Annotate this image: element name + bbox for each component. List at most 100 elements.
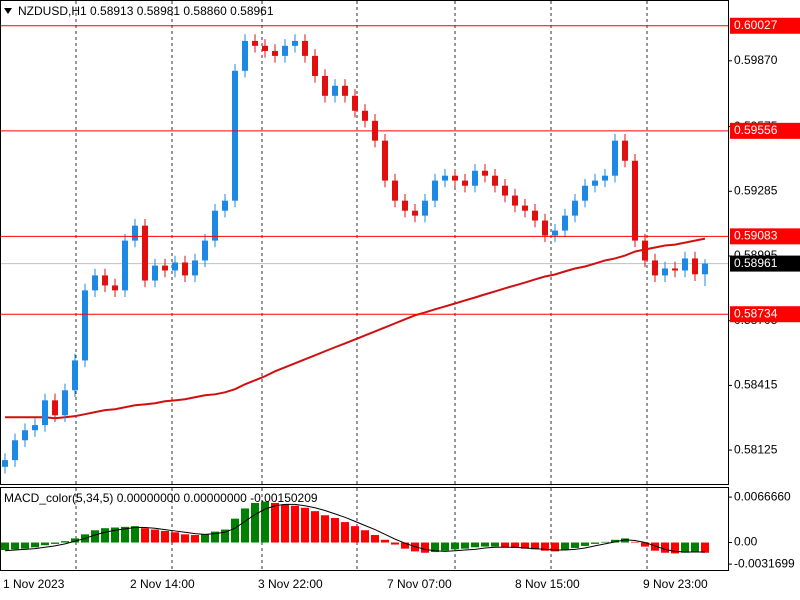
macd-bar: [51, 542, 59, 544]
macd-bar: [481, 542, 489, 547]
candle-body: [392, 180, 398, 201]
price-panel-frame: [0, 0, 729, 485]
candle-body: [342, 85, 348, 96]
macd-bar: [261, 501, 269, 543]
macd-bar: [271, 502, 279, 543]
candle-body: [542, 220, 548, 236]
macd-bar: [311, 511, 319, 543]
candle-body: [462, 180, 468, 186]
candle-body: [582, 185, 588, 201]
candle-body: [212, 210, 218, 241]
x-tick-label: 8 Nov 15:00: [515, 577, 580, 591]
macd-bar: [341, 522, 349, 543]
macd-bar: [41, 542, 49, 546]
x-tick-label: 7 Nov 07:00: [387, 577, 452, 591]
candle-body: [112, 285, 118, 291]
candle-body: [612, 140, 618, 176]
candle-body: [282, 45, 288, 56]
macd-bar: [521, 542, 529, 549]
x-tick-label: 2 Nov 14:00: [130, 577, 195, 591]
macd-bar: [201, 534, 209, 543]
level-label: 0.59556: [734, 123, 778, 137]
macd-bar: [361, 530, 369, 543]
macd-bar: [661, 542, 669, 553]
macd-bar: [651, 542, 659, 551]
macd-bar: [31, 542, 39, 548]
candle-body: [102, 275, 108, 286]
macd-bar: [111, 527, 119, 543]
candle-body: [142, 225, 148, 281]
macd-bar: [461, 542, 469, 549]
candle-body: [442, 175, 448, 181]
candle-body: [512, 195, 518, 206]
candle-body: [52, 400, 58, 416]
y-tick-label: 0.0066660: [734, 489, 791, 503]
level-label-bg: [730, 306, 800, 323]
candle-body: [232, 70, 238, 201]
candle-body: [72, 360, 78, 391]
candle-body: [272, 50, 278, 56]
macd-bar: [541, 542, 549, 551]
level-label: 0.60027: [734, 18, 778, 32]
macd-bar: [471, 542, 479, 548]
candle-body: [522, 205, 528, 211]
candle-body: [402, 200, 408, 211]
candle-body: [482, 170, 488, 176]
macd-bar: [491, 542, 499, 547]
candle-body: [602, 175, 608, 181]
candle-body: [352, 95, 358, 111]
candle-body: [292, 40, 298, 46]
macd-bar: [621, 538, 629, 543]
macd-bar: [11, 542, 19, 550]
macd-bar: [121, 526, 129, 543]
macd-bar: [681, 542, 689, 553]
y-tick-label: 0.00: [734, 535, 758, 549]
macd-bar: [441, 542, 449, 551]
candle-body: [622, 140, 628, 161]
macd-bar: [531, 542, 539, 550]
candle-body: [222, 200, 228, 211]
candle-body: [62, 390, 68, 416]
collapse-icon[interactable]: [4, 8, 12, 14]
macd-bar: [671, 542, 679, 554]
candle-body: [452, 175, 458, 181]
candle-body: [252, 40, 258, 46]
candle-body: [572, 200, 578, 216]
candle-body: [302, 40, 308, 56]
y-tick-label: 0.59285: [734, 183, 778, 197]
candle-body: [682, 258, 688, 271]
macd-bar: [401, 542, 409, 549]
macd-bar: [581, 542, 589, 546]
candle-body: [422, 200, 428, 216]
macd-bar: [691, 542, 699, 553]
candle-body: [642, 240, 648, 261]
candle-body: [432, 180, 438, 201]
y-tick-label: 0.58125: [734, 442, 778, 456]
candle-body: [532, 210, 538, 221]
candle-body: [632, 160, 638, 241]
macd-bar: [591, 542, 599, 544]
candle-body: [472, 170, 478, 186]
macd-bar: [421, 542, 429, 553]
y-tick-label: 0.59870: [734, 53, 778, 67]
macd-bar: [551, 542, 559, 552]
macd-bar: [641, 542, 649, 547]
macd-bar: [631, 541, 639, 543]
candle-body: [2, 460, 8, 467]
macd-bar: [371, 535, 379, 543]
macd-bar: [101, 528, 109, 543]
macd-bar: [321, 515, 329, 543]
macd-bar: [141, 528, 149, 543]
macd-bar: [291, 505, 299, 543]
candle-body: [32, 425, 38, 431]
candle-body: [202, 240, 208, 261]
candle-body: [192, 260, 198, 276]
candle-body: [322, 75, 328, 96]
candle-body: [502, 185, 508, 196]
macd-bar: [91, 530, 99, 543]
level-label-bg: [730, 17, 800, 34]
macd-bar: [151, 529, 159, 543]
macd-bar: [131, 526, 139, 543]
